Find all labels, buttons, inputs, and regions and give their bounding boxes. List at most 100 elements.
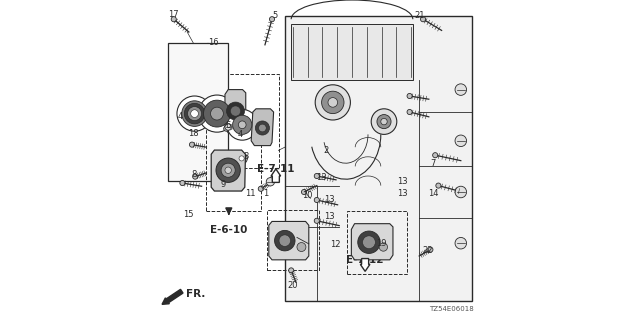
- Circle shape: [275, 230, 295, 251]
- Bar: [291, 24, 413, 80]
- Circle shape: [455, 186, 467, 198]
- Circle shape: [172, 17, 177, 22]
- Circle shape: [259, 186, 264, 191]
- Circle shape: [297, 243, 306, 252]
- Circle shape: [269, 17, 275, 22]
- Circle shape: [279, 235, 291, 246]
- Bar: [206, 130, 261, 211]
- Circle shape: [371, 109, 397, 134]
- Circle shape: [255, 121, 269, 135]
- Text: 12: 12: [330, 240, 340, 249]
- Text: 13: 13: [324, 212, 335, 221]
- Bar: [168, 43, 228, 181]
- Circle shape: [180, 180, 185, 186]
- Polygon shape: [211, 150, 246, 191]
- Text: 10: 10: [302, 191, 312, 200]
- Text: 14: 14: [428, 189, 439, 198]
- Circle shape: [221, 163, 236, 177]
- Circle shape: [239, 156, 244, 161]
- Text: 13: 13: [397, 177, 408, 186]
- Circle shape: [182, 101, 207, 126]
- Text: 22: 22: [422, 246, 433, 255]
- Circle shape: [211, 107, 223, 120]
- Circle shape: [225, 167, 232, 173]
- Circle shape: [289, 268, 294, 273]
- Circle shape: [230, 106, 241, 116]
- Circle shape: [314, 218, 319, 223]
- Circle shape: [433, 153, 438, 158]
- Circle shape: [377, 115, 391, 129]
- Text: 6: 6: [225, 121, 231, 130]
- Circle shape: [239, 121, 246, 129]
- Text: 2: 2: [324, 146, 329, 155]
- Circle shape: [407, 109, 412, 115]
- Text: 16: 16: [208, 38, 219, 47]
- Text: FR.: FR.: [186, 289, 205, 300]
- Circle shape: [315, 85, 351, 120]
- Circle shape: [227, 109, 258, 140]
- Circle shape: [322, 91, 344, 114]
- Text: 17: 17: [168, 10, 179, 19]
- Text: 11: 11: [245, 189, 255, 198]
- Circle shape: [233, 115, 252, 134]
- Circle shape: [407, 93, 412, 99]
- Text: 21: 21: [414, 11, 424, 20]
- Text: 13: 13: [397, 189, 408, 198]
- Circle shape: [266, 178, 275, 186]
- Circle shape: [236, 153, 248, 164]
- Circle shape: [314, 173, 319, 179]
- Circle shape: [225, 124, 232, 130]
- Polygon shape: [269, 221, 309, 260]
- Text: 13: 13: [316, 173, 326, 182]
- Circle shape: [358, 231, 380, 253]
- Circle shape: [455, 135, 467, 147]
- Circle shape: [198, 95, 236, 132]
- Polygon shape: [285, 16, 472, 301]
- Circle shape: [328, 98, 338, 107]
- Text: 8: 8: [191, 170, 196, 179]
- Polygon shape: [252, 109, 274, 146]
- FancyArrow shape: [360, 259, 370, 271]
- Text: 5: 5: [273, 11, 278, 20]
- Bar: [347, 211, 407, 274]
- FancyArrow shape: [271, 169, 280, 182]
- Circle shape: [379, 243, 388, 251]
- Text: 19: 19: [376, 239, 387, 248]
- Text: TZ54E06018: TZ54E06018: [429, 306, 474, 312]
- Circle shape: [193, 174, 198, 179]
- FancyArrow shape: [162, 289, 183, 304]
- Circle shape: [184, 103, 205, 124]
- Circle shape: [301, 189, 307, 195]
- Text: E-7-12: E-7-12: [346, 255, 384, 265]
- Circle shape: [191, 110, 198, 117]
- Circle shape: [436, 183, 441, 188]
- Text: 9: 9: [221, 180, 226, 189]
- Circle shape: [363, 236, 376, 249]
- Circle shape: [455, 84, 467, 95]
- Text: 3: 3: [244, 152, 249, 161]
- Circle shape: [216, 158, 241, 182]
- Text: 15: 15: [184, 210, 194, 219]
- Circle shape: [420, 17, 426, 22]
- Circle shape: [224, 126, 229, 131]
- Circle shape: [227, 102, 244, 120]
- Bar: [228, 74, 279, 168]
- Circle shape: [455, 237, 467, 249]
- Polygon shape: [351, 224, 393, 260]
- Circle shape: [189, 108, 200, 119]
- Circle shape: [428, 247, 433, 252]
- Circle shape: [381, 118, 387, 125]
- Circle shape: [188, 107, 202, 121]
- Polygon shape: [225, 90, 246, 133]
- Circle shape: [259, 124, 266, 132]
- Text: E-6-10: E-6-10: [210, 225, 248, 235]
- Text: 4: 4: [177, 112, 182, 121]
- Circle shape: [204, 100, 230, 127]
- Bar: [267, 210, 319, 270]
- Circle shape: [177, 96, 212, 131]
- Text: 4: 4: [238, 130, 243, 139]
- Text: 1: 1: [263, 189, 268, 198]
- Text: 20: 20: [287, 281, 298, 290]
- Text: E-7-11: E-7-11: [257, 164, 294, 174]
- Text: 7: 7: [430, 159, 435, 168]
